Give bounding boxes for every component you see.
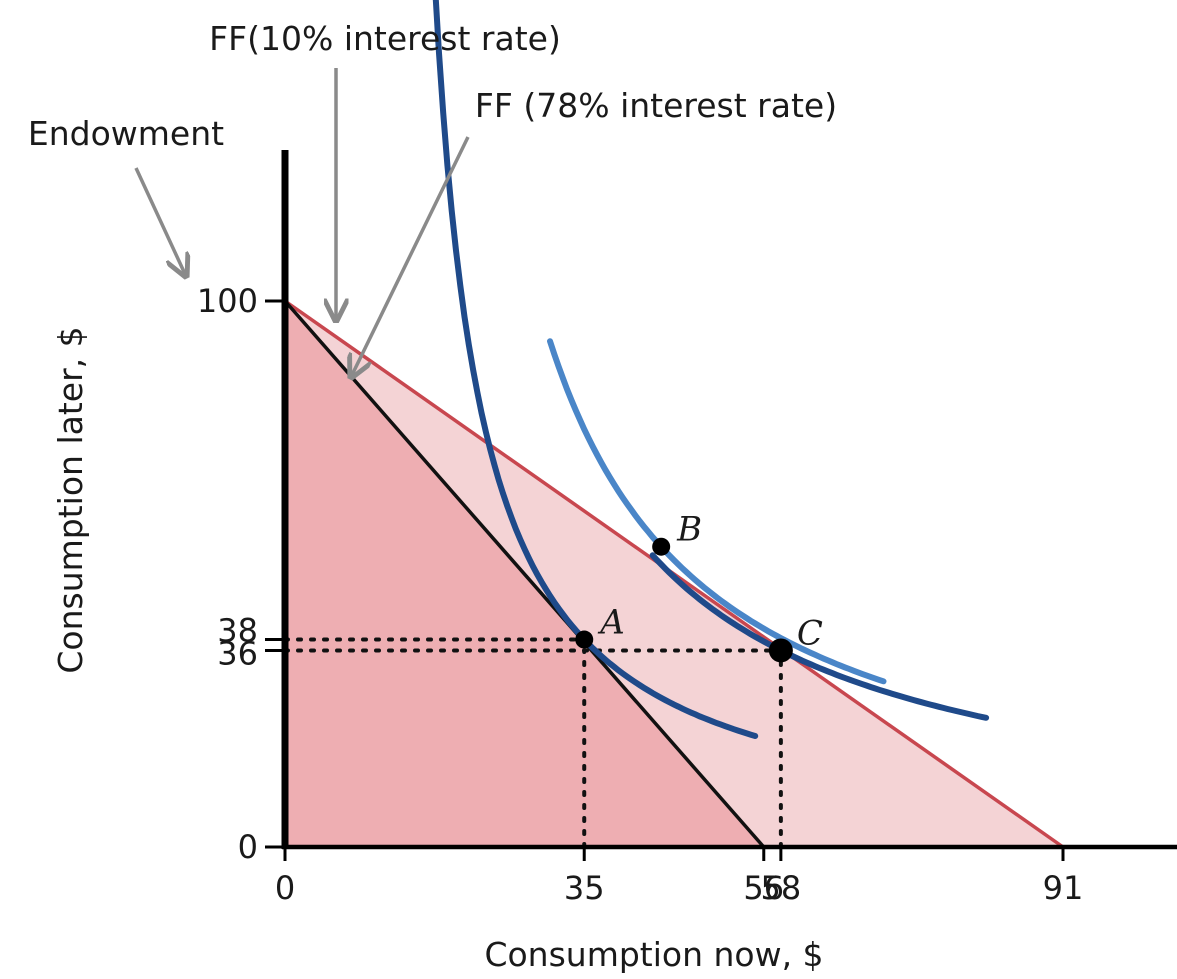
annotations: FF(10% interest rate) FF (78% interest ra… xyxy=(28,19,837,375)
x-tick-label-91: 91 xyxy=(1043,869,1084,907)
point-c-label: C xyxy=(797,613,823,653)
indifference-curves xyxy=(432,0,990,739)
dotted-guides xyxy=(283,637,783,849)
x-tick-label-0: 0 xyxy=(275,869,295,907)
annotation-ff-78-label: FF (78% interest rate) xyxy=(475,86,837,125)
y-tick-label-38: 38 xyxy=(217,612,258,650)
indifference-curve-ic2 xyxy=(547,338,887,685)
choice-points: A B C xyxy=(575,510,823,663)
x-tick-label-56: 56 xyxy=(743,869,784,907)
point-b-label: B xyxy=(676,510,702,550)
x-tick-label-58: 58 xyxy=(761,869,802,907)
point-a-marker xyxy=(575,630,594,649)
indifference-curve-ic1 xyxy=(432,0,759,739)
point-c-marker xyxy=(768,638,793,663)
indifference-curve-ic3 xyxy=(649,552,990,721)
y-tick-label-100: 100 xyxy=(197,282,258,320)
y-tick-label-36: 36 xyxy=(217,634,258,672)
frontier-78-line xyxy=(283,299,766,849)
y-tick-label-0: 0 xyxy=(238,828,258,866)
annotation-endowment-arrow xyxy=(134,167,185,274)
y-axis-title: Consumption later, $ xyxy=(51,326,90,673)
x-tick-label-35: 35 xyxy=(564,869,605,907)
annotation-endowment-label: Endowment xyxy=(28,114,224,153)
point-b-marker xyxy=(652,537,671,556)
axes xyxy=(281,150,1177,850)
annotation-ff-78-arrow xyxy=(352,136,470,375)
annotation-ff-10-label: FF(10% interest rate) xyxy=(209,19,561,58)
point-a-label: A xyxy=(597,603,625,643)
x-axis-title: Consumption now, $ xyxy=(484,935,823,974)
